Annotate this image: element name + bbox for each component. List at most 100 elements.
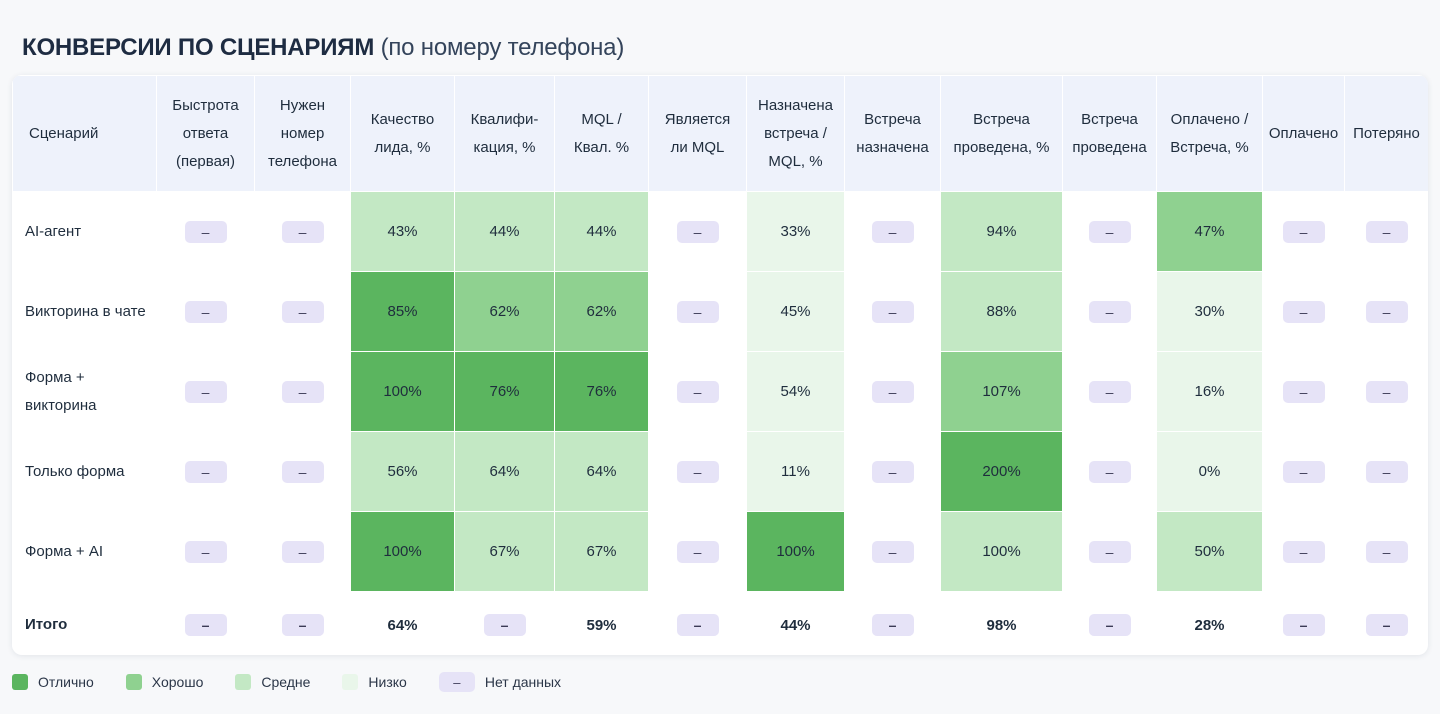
no-data-badge: – [1088, 540, 1131, 563]
table-cell-value: 56% [350, 431, 455, 512]
table-cell: – [254, 591, 351, 655]
column-header-line: MQL / [581, 110, 622, 128]
table-cell-value: 33% [746, 191, 845, 272]
no-data-badge: – [871, 540, 914, 563]
column-header-line: Квалифи- [470, 110, 539, 128]
legend-item: – Нет данных [438, 672, 562, 692]
table-cell: – [254, 191, 351, 272]
table-cell: – [1062, 271, 1157, 352]
scenario-name-line: Викторина в чате [25, 302, 146, 320]
table-cell-value: 11% [746, 431, 845, 512]
table-cell: – [254, 271, 351, 352]
no-data-badge: – [184, 300, 227, 323]
column-header-line: проведена, % [953, 138, 1050, 156]
column-header-line: Является [664, 110, 731, 128]
no-data-badge: – [1282, 460, 1325, 483]
column-header-line: Встреча [973, 110, 1030, 128]
table-cell: – [648, 271, 747, 352]
table-cell: – [844, 591, 941, 655]
table-cell-value: 100% [940, 511, 1063, 592]
legend: Отлично Хорошо Средне Низко – Нет данных [12, 672, 593, 692]
legend-no-data-swatch: – [438, 672, 475, 692]
column-header-line: Назначена [758, 96, 833, 114]
table-cell: – [844, 271, 941, 352]
no-data-badge: – [676, 220, 719, 243]
column-header-line: Оплачено [1268, 124, 1339, 142]
column-header-line: (первая) [175, 152, 236, 170]
no-data-badge: – [281, 380, 324, 403]
table-cell-value: 62% [454, 271, 555, 352]
no-data-badge: – [1088, 300, 1131, 323]
no-data-badge: – [676, 460, 719, 483]
table-cell: – [254, 511, 351, 592]
table-cell-value: 43% [350, 191, 455, 272]
table-cell: – [1062, 511, 1157, 592]
table-cell: – [1344, 191, 1428, 272]
column-header-line: Быстрота [172, 96, 239, 114]
column-header-line: лида, % [374, 138, 431, 156]
table-cell-value: 64% [454, 431, 555, 512]
legend-item: Отлично [12, 674, 94, 690]
table-cell-value: 88% [940, 271, 1063, 352]
total-row: Итого – –64% –59% –44% –98% –28% – – [12, 591, 1428, 655]
column-header-line: Качество [370, 110, 435, 128]
table-cell: – [648, 351, 747, 432]
table-cell-value: 64% [554, 431, 649, 512]
no-data-badge: – [184, 614, 227, 636]
column-header: Нужен номер телефона [254, 75, 351, 192]
legend-label: Хорошо [151, 674, 204, 690]
no-data-badge: – [281, 614, 324, 636]
no-data-badge: – [281, 540, 324, 563]
legend-item: Средне [235, 674, 310, 690]
table-cell-value: 100% [350, 511, 455, 592]
no-data-badge: – [1088, 380, 1131, 403]
column-header-line: телефона [268, 152, 337, 170]
column-header: Потеряно [1344, 75, 1428, 192]
scenario-name-line: AI-агент [25, 222, 82, 240]
table-cell: – [1062, 351, 1157, 432]
total-label: Итого [12, 591, 157, 655]
table-cell: – [254, 431, 351, 512]
legend-label: Отлично [38, 674, 94, 690]
table-cell-value: 59% [554, 591, 649, 655]
column-header: Оплачено [1262, 75, 1345, 192]
table-cell: – [1262, 191, 1345, 272]
table-cell: – [648, 431, 747, 512]
no-data-badge: – [1365, 614, 1408, 636]
table-cell: – [156, 511, 255, 592]
table-cell: – [156, 351, 255, 432]
legend-swatch [12, 674, 28, 690]
no-data-badge: – [184, 540, 227, 563]
table-cell-value: 0% [1156, 431, 1263, 512]
table-cell: – [1344, 271, 1428, 352]
title-subtitle: (по номеру телефона) [380, 34, 625, 61]
table-cell: – [1262, 511, 1345, 592]
table-cell: – [156, 431, 255, 512]
table-cell-value: 44% [554, 191, 649, 272]
no-data-badge: – [1088, 460, 1131, 483]
column-header: Является ли MQL [648, 75, 747, 192]
table-cell: – [648, 191, 747, 272]
column-header-line: Квал. % [573, 138, 630, 156]
no-data-badge: – [676, 540, 719, 563]
table-cell-value: 100% [350, 351, 455, 432]
legend-item: Хорошо [125, 674, 204, 690]
scenario-name: Форма + викторина [12, 351, 157, 432]
column-header-line: Оплачено / [1170, 110, 1249, 128]
no-data-badge: – [871, 460, 914, 483]
table-cell-value: 107% [940, 351, 1063, 432]
column-header-line: ответа [182, 124, 229, 142]
column-header-line: ли MQL [670, 138, 725, 156]
table-cell: – [844, 431, 941, 512]
table-cell-value: 44% [746, 591, 845, 655]
column-header-line: Потеряно [1353, 124, 1420, 142]
table-cell-value: 76% [554, 351, 649, 432]
legend-label: Нет данных [484, 674, 562, 690]
column-header-line: Встреча [864, 110, 921, 128]
column-header-line: MQL, % [768, 152, 823, 170]
table-cell: – [156, 191, 255, 272]
table-cell: – [1262, 351, 1345, 432]
no-data-badge: – [871, 614, 914, 636]
table-cell: – [648, 511, 747, 592]
table-cell: – [1344, 591, 1428, 655]
